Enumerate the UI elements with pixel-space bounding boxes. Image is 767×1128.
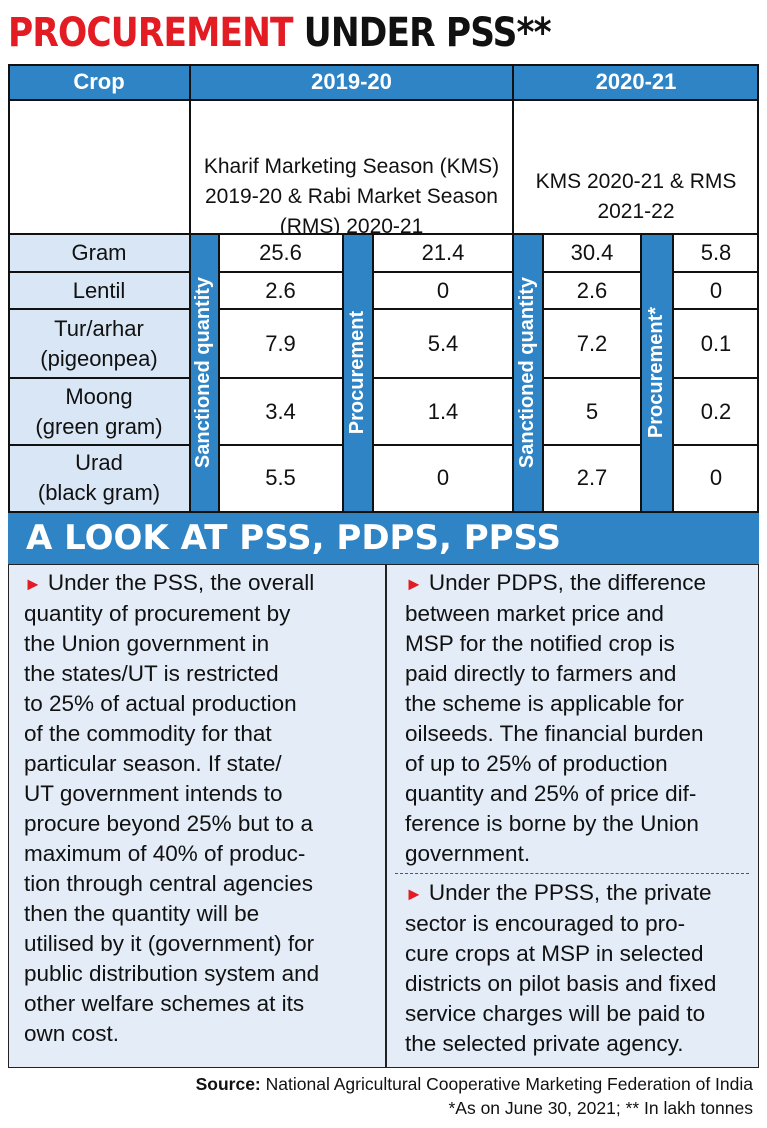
procurement-label-2020: Procurement* bbox=[641, 234, 673, 511]
grid-line bbox=[218, 444, 343, 446]
dashed-divider bbox=[395, 873, 749, 874]
section-title: A LOOK AT PSS, PDPS, PPSS bbox=[8, 513, 759, 564]
grid-line bbox=[189, 64, 191, 513]
grid-line bbox=[372, 234, 374, 511]
grid-line bbox=[512, 64, 514, 513]
bullet-icon: ► bbox=[405, 884, 423, 904]
column-divider bbox=[385, 564, 387, 1068]
cell-gram-s2: 30.4 bbox=[543, 234, 641, 272]
grid-line bbox=[373, 271, 513, 273]
cell-urad-s2: 2.7 bbox=[543, 445, 641, 511]
grid-line bbox=[543, 444, 641, 446]
cell-moong-s2: 5 bbox=[543, 378, 641, 445]
cell-lentil-s2: 2.6 bbox=[543, 272, 641, 309]
crop-urad: Urad (black gram) bbox=[8, 445, 190, 511]
grid-line bbox=[373, 377, 513, 379]
grid-line bbox=[8, 271, 190, 273]
header-2019-20: 2019-20 bbox=[190, 64, 513, 99]
cell-urad-p2: 0 bbox=[673, 445, 759, 511]
cell-tur-p1: 5.4 bbox=[373, 309, 513, 378]
crop-moong: Moong (green gram) bbox=[8, 378, 190, 445]
header-crop: Crop bbox=[8, 64, 190, 99]
source-label: Source: bbox=[195, 1074, 261, 1094]
grid-line bbox=[673, 377, 759, 379]
cell-gram-p2: 5.8 bbox=[673, 234, 759, 272]
pss-paragraph: ► Under the PSS, the overall quantity of … bbox=[24, 570, 320, 1046]
grid-line bbox=[218, 308, 343, 310]
title-red: PROCUREMENT bbox=[8, 10, 294, 56]
cell-urad-s1: 5.5 bbox=[218, 445, 343, 511]
grid-line bbox=[672, 234, 674, 511]
grid-line bbox=[640, 234, 642, 511]
grid-line bbox=[342, 234, 344, 511]
header-2020-21: 2020-21 bbox=[513, 64, 759, 99]
grid-line bbox=[8, 377, 190, 379]
source-line: Source: National Agricultural Cooperativ… bbox=[196, 1073, 753, 1095]
cell-gram-s1: 25.6 bbox=[218, 234, 343, 272]
grid-line bbox=[8, 99, 759, 101]
title-black: UNDER PSS** bbox=[303, 10, 552, 56]
grid-line bbox=[8, 233, 759, 235]
grid-line bbox=[673, 308, 759, 310]
grid-line bbox=[218, 234, 220, 511]
grid-line bbox=[673, 444, 759, 446]
footnote: *As on June 30, 2021; ** In lakh tonnes bbox=[448, 1098, 753, 1118]
crop-gram: Gram bbox=[8, 234, 190, 272]
grid-line bbox=[218, 377, 343, 379]
cell-moong-s1: 3.4 bbox=[218, 378, 343, 445]
crop-tur: Tur/arhar (pigeonpea) bbox=[8, 309, 190, 378]
cell-lentil-p1: 0 bbox=[373, 272, 513, 309]
cell-urad-p1: 0 bbox=[373, 445, 513, 511]
ppss-paragraph: ► Under the PPSS, the private sector is e… bbox=[405, 880, 717, 1056]
cell-tur-s1: 7.9 bbox=[218, 309, 343, 378]
grid-line bbox=[543, 271, 641, 273]
grid-line bbox=[373, 444, 513, 446]
cell-tur-p2: 0.1 bbox=[673, 309, 759, 378]
grid-line bbox=[757, 64, 759, 513]
grid-line bbox=[542, 234, 544, 511]
crop-lentil: Lentil bbox=[8, 272, 190, 309]
grid-line bbox=[8, 444, 190, 446]
cell-lentil-s1: 2.6 bbox=[218, 272, 343, 309]
cell-tur-s2: 7.2 bbox=[543, 309, 641, 378]
bullet-icon: ► bbox=[405, 574, 423, 594]
explainer-panel bbox=[8, 564, 759, 1068]
grid-line bbox=[673, 271, 759, 273]
source-text: National Agricultural Cooperative Market… bbox=[265, 1074, 753, 1094]
grid-line bbox=[218, 271, 343, 273]
sanctioned-label-2019: Sanctioned quantity bbox=[190, 234, 218, 511]
grid-line bbox=[543, 377, 641, 379]
grid-line bbox=[543, 308, 641, 310]
cell-gram-p1: 21.4 bbox=[373, 234, 513, 272]
cell-lentil-p2: 0 bbox=[673, 272, 759, 309]
grid-line bbox=[8, 64, 759, 66]
grid-line bbox=[8, 64, 10, 513]
pdps-paragraph: ► Under PDPS, the difference between mark… bbox=[405, 570, 707, 866]
procurement-label-2019: Procurement bbox=[343, 234, 373, 511]
cell-moong-p2: 0.2 bbox=[673, 378, 759, 445]
bullet-icon: ► bbox=[24, 574, 42, 594]
grid-line bbox=[8, 511, 759, 513]
grid-line bbox=[373, 308, 513, 310]
page-title: PROCUREMENT UNDER PSS** bbox=[8, 4, 552, 62]
grid-line bbox=[8, 308, 190, 310]
sanctioned-label-2020: Sanctioned quantity bbox=[513, 234, 543, 511]
cell-moong-p1: 1.4 bbox=[373, 378, 513, 445]
